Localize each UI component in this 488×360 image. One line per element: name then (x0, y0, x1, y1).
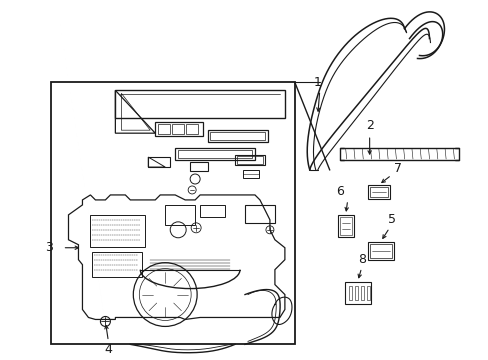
Text: 1: 1 (313, 76, 321, 89)
Bar (186, 124, 198, 134)
Bar (367, 185, 389, 199)
Text: 7: 7 (393, 162, 401, 175)
Bar (237, 156, 263, 164)
Bar (367, 242, 393, 260)
Text: 5: 5 (387, 213, 395, 226)
Bar (354, 285, 357, 300)
Bar (92, 252, 142, 276)
Bar (115, 90, 285, 118)
Text: 8: 8 (357, 253, 365, 266)
Bar (148, 157, 170, 167)
Bar (243, 170, 259, 178)
Bar (90, 215, 145, 247)
Bar (172, 124, 184, 134)
Bar (210, 132, 264, 140)
Bar (235, 155, 264, 165)
Bar (337, 215, 353, 237)
Bar (200, 205, 224, 217)
Bar (178, 150, 251, 158)
Bar (175, 148, 254, 160)
Bar (208, 130, 267, 142)
Bar (190, 162, 208, 171)
Bar (344, 282, 370, 303)
Bar (366, 285, 369, 300)
Bar (348, 285, 351, 300)
Text: 6: 6 (335, 185, 343, 198)
Bar (158, 124, 170, 134)
Bar (339, 217, 351, 235)
Bar (50, 82, 294, 345)
Bar (165, 205, 195, 225)
Bar (369, 244, 391, 258)
Text: 4: 4 (104, 343, 112, 356)
Text: 2: 2 (365, 119, 373, 132)
Text: 3: 3 (44, 241, 52, 254)
Bar (369, 187, 387, 197)
Bar (360, 285, 363, 300)
Bar (155, 122, 203, 136)
Bar (244, 205, 274, 223)
Bar (339, 148, 458, 160)
